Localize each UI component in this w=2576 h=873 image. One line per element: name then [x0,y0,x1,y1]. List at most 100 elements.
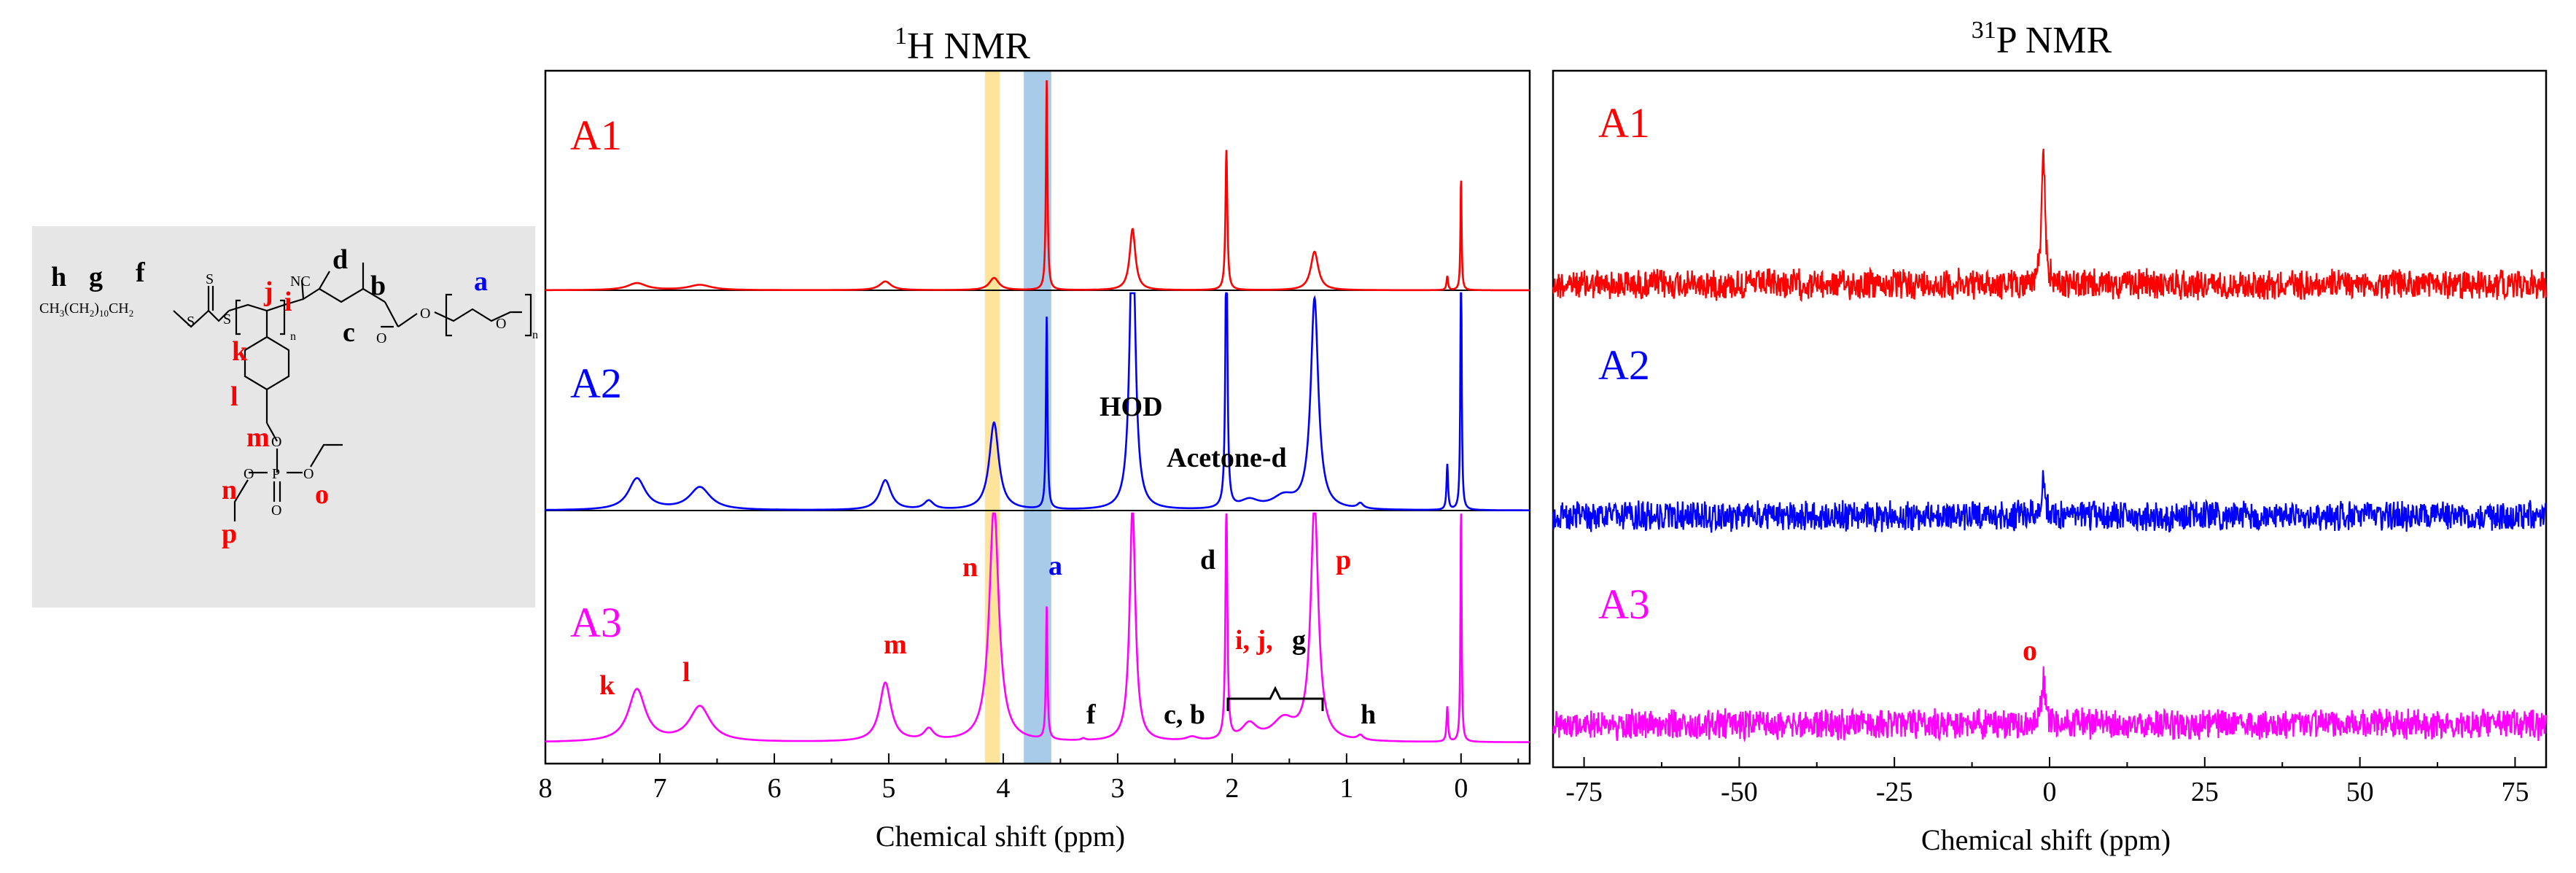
p-tick-label--75: -75 [1565,777,1603,807]
label-k: k [232,336,248,367]
h-tick-label-4: 4 [996,773,1010,804]
atom-p: P [272,466,280,482]
h-tick-label-1: 1 [1339,773,1353,804]
h-tick-label-5: 5 [882,773,895,804]
ann-a: a [1048,551,1062,581]
ann-n: n [962,552,978,583]
atom-s3: S [223,311,231,327]
ann-cb: c, b [1164,699,1205,730]
formula-ch2: CH [69,300,90,317]
atom-o1: O [271,434,281,450]
h-label-a1: A1 [570,112,622,159]
h-tick-label-0: 0 [1454,773,1468,804]
label-n: n [222,475,237,505]
h-tick-label-7: 7 [653,773,666,804]
h-nmr-title-sup: 1 [895,23,907,50]
ann-h: h [1361,699,1376,730]
formula-text: CH3(CH2)10CH2 [39,300,133,319]
h-tick-label-8: 8 [539,773,553,804]
atom-o3: O [303,466,314,482]
ann-o: o [2023,634,2037,667]
h-tick-label-2: 2 [1225,773,1239,804]
ann-d: d [1200,545,1215,575]
h-label-a3: A3 [570,599,622,646]
label-b: b [370,271,386,301]
structure-atoms: CH3(CH2)10CH2 S S S n NC O P O O O O O O… [39,271,538,519]
p-nmr-panel: 31P NMR -75 -50 -25 0 25 50 75 Chemical shift … [1552,17,2548,856]
h-trace-a1 [545,80,1530,292]
h-band-yellow [984,71,1000,764]
atom-s2: S [206,271,214,287]
structure-bonds [173,263,532,521]
p-nmr-xlabel: Chemical shift (ppm) [1921,823,2171,856]
label-h: h [51,262,66,292]
h-tick-label-6: 6 [767,773,781,804]
label-d: d [332,244,348,275]
ann-acetone: Acetone-d [1167,443,1287,473]
nitrile-label: NC [290,273,311,290]
label-i: i [284,287,292,317]
h-highlight-bands [984,71,1051,764]
ann-k: k [599,670,615,701]
formula-sub-10: 10 [99,308,109,319]
polymer-structure-panel: CH3(CH2)10CH2 S S S n NC O P O O O O O O… [32,226,538,608]
ann-ijg-black: g [1292,625,1306,656]
h-nmr-xlabel: Chemical shift (ppm) [876,820,1125,853]
atom-o4: O [271,503,281,519]
p-tick-label-0: 0 [2043,777,2057,807]
h-nmr-frame [544,69,1531,765]
h-label-a2: A2 [570,360,622,407]
h-nmr-title: 1H NMR [895,23,1030,67]
atom-o7: O [496,316,506,332]
structure-labels: h g f d b c a j i k l m n o p [51,244,488,549]
p-trace-a1 [1552,148,2548,303]
ann-p: p [1336,545,1351,575]
p-nmr-x-axis: -75 -50 -25 0 25 50 75 [1565,757,2529,807]
ann-l: l [682,657,690,688]
h-peak-annotations: HOD Acetone-d k l m n a d p f c, b h i, … [599,392,1376,730]
atom-o2: O [244,466,254,482]
p-tick-label-25: 25 [2191,777,2219,807]
label-l: l [230,381,238,412]
p-nmr-title-text: P NMR [1996,20,2112,61]
p-nmr-traces [1552,148,2548,742]
p-label-a2: A2 [1598,341,1650,389]
p-label-a1: A1 [1598,99,1650,147]
sub-n3: n [532,329,538,341]
ann-f: f [1086,699,1097,730]
p-label-a3: A3 [1598,581,1650,628]
p-tick-label--25: -25 [1876,777,1913,807]
structure-background [32,226,535,608]
ijg-brace [1226,686,1324,711]
p-nmr-title-sup: 31 [1972,17,1996,44]
p-trace-a3 [1552,666,2548,742]
h-trace-labels: A1 A2 A3 [570,112,622,646]
label-j: j [263,276,273,307]
atom-s1: S [187,314,195,330]
label-m: m [246,422,270,453]
label-p: p [222,519,237,549]
ann-m: m [884,629,907,660]
p-trace-labels: A1 A2 A3 [1598,99,1650,628]
label-g: g [89,262,103,292]
label-a: a [474,266,488,297]
atom-o6: O [420,306,430,322]
h-trace-a2 [545,292,1530,511]
h-nmr-traces [545,80,1530,743]
label-c: c [343,317,355,348]
p-tick-label-50: 50 [2346,777,2374,807]
atom-o5: O [376,330,386,346]
formula-sub-3: 3 [60,308,65,319]
h-nmr-panel: 1H NMR 8 7 6 5 4 3 2 1 0 Chemical shift (ppm) A1… [539,23,1531,853]
sub-n1: n [290,330,296,343]
label-o: o [315,479,329,510]
h-nmr-x-axis: 8 7 6 5 4 3 2 1 0 [539,753,1519,804]
formula-ch: CH [39,300,60,317]
p-nmr-frame [1552,69,2548,769]
h-tick-label-3: 3 [1110,773,1124,804]
formula-sub-2: 2 [90,308,95,319]
ann-hod: HOD [1100,392,1163,422]
ann-ijg-red: i, j, [1235,625,1273,656]
p-tick-label-75: 75 [2501,777,2529,807]
h-trace-a3 [545,512,1530,743]
